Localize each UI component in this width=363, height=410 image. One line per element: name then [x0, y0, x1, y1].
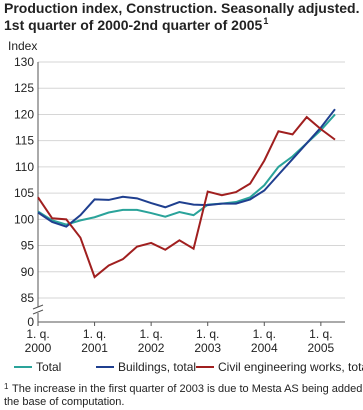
footnote: The increase in the first quarter of 200… [12, 383, 363, 395]
x-tick-label: 1. q. [309, 327, 332, 341]
chart-title: Production index, Construction. Seasonal… [4, 0, 360, 16]
y-tick-label: 120 [14, 107, 34, 121]
y-tick-label: 110 [15, 160, 34, 174]
footnote: the base of computation. [4, 396, 124, 408]
axis-break [32, 304, 44, 310]
y-tick-label: 95 [21, 239, 35, 253]
series-line [37, 113, 336, 226]
series-line [37, 108, 336, 228]
axis-break [32, 309, 44, 315]
axis-break [33, 307, 43, 313]
x-tick-label: 2005 [308, 341, 335, 355]
x-tick-label: 1. q. [26, 327, 49, 341]
x-tick-label: 1. q. [139, 327, 162, 341]
footnote-marker: 1 [4, 382, 9, 391]
x-tick-label: 1. q. [196, 327, 219, 341]
y-tick-label: 100 [14, 212, 34, 226]
chart-title: 1st quarter of 2000-2nd quarter of 2005 [4, 17, 263, 33]
y-tick-label: 125 [14, 81, 34, 95]
legend-label: Civil engineering works, total [218, 360, 363, 374]
y-tick-label: 90 [21, 265, 35, 279]
legend-label: Buildings, total [118, 360, 196, 374]
x-tick-label: 2000 [25, 341, 52, 355]
title-marker: 1 [263, 16, 268, 26]
y-axis-label: Index [8, 39, 37, 53]
x-tick-label: 2004 [251, 341, 278, 355]
x-tick-label: 2003 [194, 341, 221, 355]
series-line [37, 115, 336, 279]
y-tick-label: 130 [14, 55, 34, 69]
y-tick-label: 115 [15, 134, 34, 148]
x-tick-label: 1. q. [253, 327, 276, 341]
y-tick-label: 85 [21, 291, 35, 305]
y-tick-label: 105 [14, 186, 34, 200]
x-tick-label: 2001 [81, 341, 108, 355]
x-tick-label: 1. q. [83, 327, 106, 341]
y-tick-label: 0 [27, 315, 34, 329]
x-tick-label: 2002 [138, 341, 165, 355]
legend-label: Total [36, 360, 61, 374]
